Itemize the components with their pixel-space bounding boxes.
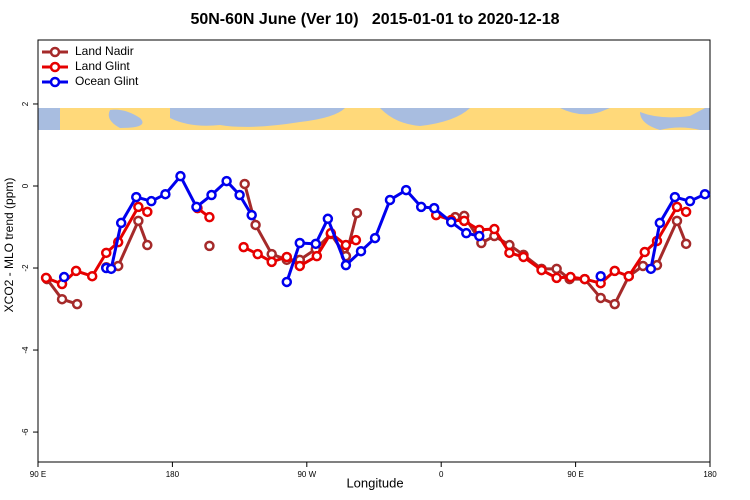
series-point (369, 232, 381, 244)
series-point (71, 298, 83, 310)
series-point (671, 201, 683, 213)
series-point (458, 215, 470, 227)
series-point (133, 201, 144, 213)
series-point (234, 189, 245, 201)
x-axis-label: Longitude (346, 475, 403, 490)
series-point (56, 293, 68, 305)
y-tick-label: -4 (21, 346, 30, 354)
series-point (680, 206, 692, 218)
series-point (489, 223, 500, 235)
series-point (669, 191, 681, 203)
series-point (204, 240, 215, 252)
y-tick-label: -6 (21, 428, 30, 436)
map-strip (38, 108, 710, 130)
series-point (142, 239, 153, 251)
series-point (250, 219, 261, 231)
series-point (239, 178, 250, 190)
series-point (281, 251, 293, 263)
series-point (654, 217, 666, 229)
series-point (252, 248, 263, 260)
series-point (461, 227, 472, 239)
series-point (639, 246, 650, 258)
series-point (551, 272, 562, 284)
series-point (204, 211, 215, 223)
x-tick-label: 90 E (567, 470, 583, 479)
x-tick-label: 90 E (30, 470, 46, 479)
series-point (266, 256, 277, 268)
series-point (311, 250, 323, 262)
series-point (160, 188, 171, 200)
series-point (355, 245, 367, 257)
series-point (415, 201, 427, 213)
series-line (45, 205, 687, 286)
series-point (340, 239, 352, 251)
series-point (680, 238, 692, 250)
x-tick-label: 0 (439, 470, 444, 479)
y-tick-label: -2 (21, 264, 30, 272)
series-point (294, 260, 306, 272)
series-point (428, 202, 440, 214)
y-tick-label: 0 (21, 183, 30, 188)
series-point (175, 170, 186, 182)
series-point (671, 215, 683, 227)
series-point (474, 230, 485, 242)
legend-marker (49, 76, 61, 88)
series-point (100, 247, 112, 259)
series-point (565, 271, 576, 283)
series-point (281, 276, 293, 288)
series-point (699, 188, 711, 200)
series-point (551, 263, 562, 275)
series-point (609, 298, 620, 310)
y-axis-label: XCO2 - MLO trend (ppm) (2, 178, 16, 313)
series-point (322, 213, 334, 225)
series-point (191, 201, 202, 213)
series-point (58, 271, 70, 283)
series-point (246, 209, 257, 221)
series-point (70, 265, 82, 277)
series-point (350, 234, 362, 246)
series-point (40, 272, 52, 284)
series-point (133, 215, 144, 227)
series-point (400, 184, 412, 196)
y-tick-label: 2 (21, 101, 30, 106)
series-point (206, 189, 217, 201)
series-point (142, 206, 153, 218)
series-point (536, 264, 547, 276)
series-point (238, 241, 249, 253)
series-point (221, 175, 232, 187)
series-point (645, 263, 657, 275)
chart-title: 50N-60N June (Ver 10) 2015-01-01 to 2020… (190, 11, 559, 28)
series-point (105, 263, 117, 275)
series-point (86, 270, 98, 282)
plot-frame (37, 39, 711, 463)
legend-label: Land Nadir (75, 44, 134, 58)
legend-label: Land Glint (75, 59, 130, 73)
series-point (623, 270, 635, 282)
series-point (384, 194, 396, 206)
series-point (294, 237, 306, 249)
series-point (595, 270, 606, 282)
x-tick-label: 90 W (297, 470, 316, 479)
series-point (518, 251, 529, 263)
series-point (609, 265, 620, 277)
series-point (684, 195, 696, 207)
series-point (504, 247, 515, 259)
series-point (445, 216, 457, 228)
series-point (131, 191, 142, 203)
legend-label: Ocean Glint (75, 74, 139, 88)
legend-marker (49, 61, 61, 73)
series-point (351, 207, 363, 219)
series-point (310, 238, 322, 250)
series-point (115, 217, 127, 229)
series-point (595, 292, 606, 304)
legend-marker (49, 46, 61, 58)
x-tick-label: 180 (703, 470, 717, 479)
series-point (340, 259, 352, 271)
series-point (146, 195, 157, 207)
map-water (38, 108, 710, 130)
series-point (579, 273, 590, 285)
x-tick-label: 180 (166, 470, 180, 479)
